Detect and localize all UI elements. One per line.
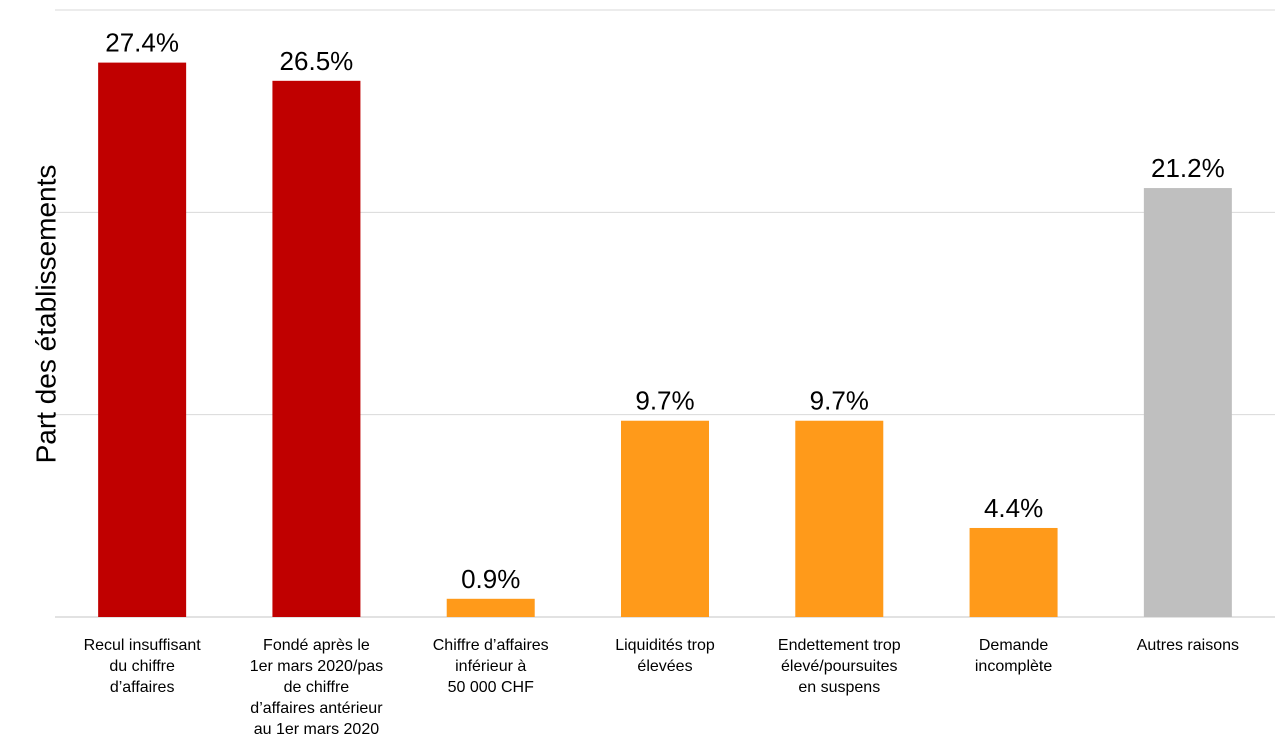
category-label-5: Endettement trop élevé/poursuites en suspe…: [778, 637, 901, 696]
category-label-4: Liquidités trop élevées: [615, 637, 715, 675]
bar-2: [272, 80, 361, 618]
category-label-line: Liquidités trop: [615, 637, 715, 654]
bar-3: [446, 598, 535, 617]
category-label-line: Recul insuffisant: [84, 637, 202, 654]
category-label-line: Endettement trop: [778, 637, 901, 654]
category-label-line: d’affaires antérieur: [250, 700, 383, 717]
category-label-line: 1er mars 2020/pas: [250, 658, 383, 675]
bar-5: [795, 420, 884, 617]
category-label-2: Fondé après le 1er mars 2020/pas de chiffr…: [250, 637, 383, 738]
category-label-line: 50 000 CHF: [448, 679, 534, 696]
category-label-3: Chiffre d’affaires inférieur à 50 000 CHF: [433, 637, 549, 696]
category-label-line: d’affaires: [110, 679, 175, 696]
category-label-line: de chiffre: [284, 679, 350, 696]
category-label-7: Autres raisons: [1137, 637, 1239, 654]
y-axis-label: Part des établissements: [30, 165, 61, 464]
value-label-7: 21.2%: [1151, 153, 1225, 183]
value-label-3: 0.9%: [461, 564, 520, 594]
category-label-line: inférieur à: [455, 658, 526, 675]
bar-1: [98, 62, 187, 617]
bar-4: [621, 420, 709, 617]
bars: [98, 62, 1232, 618]
bar-7: [1143, 188, 1232, 617]
value-label-2: 26.5%: [280, 46, 354, 76]
category-label-line: élevé/poursuites: [781, 658, 898, 675]
category-label-line: Chiffre d’affaires: [433, 637, 549, 654]
bar-6: [969, 527, 1058, 617]
value-label-4: 9.7%: [635, 386, 694, 416]
category-label-line: au 1er mars 2020: [254, 721, 380, 738]
category-label-line: Demande: [979, 637, 1048, 654]
value-label-6: 4.4%: [984, 493, 1043, 523]
category-label-line: en suspens: [798, 679, 880, 696]
category-labels: Recul insuffisant du chiffre d’affaires Fon…: [84, 637, 1239, 738]
value-label-1: 27.4%: [105, 28, 179, 58]
category-label-line: du chiffre: [109, 658, 175, 675]
category-label-6: Demande incomplète: [975, 637, 1052, 675]
category-label-line: élevées: [637, 658, 692, 675]
category-label-line: incomplète: [975, 658, 1052, 675]
value-labels: 27.4% 26.5% 0.9% 9.7% 9.7% 4.4% 21.2%: [105, 28, 1224, 594]
category-label-line: Fondé après le: [263, 637, 370, 654]
category-label-1: Recul insuffisant du chiffre d’affaires: [84, 637, 202, 696]
value-label-5: 9.7%: [810, 386, 869, 416]
category-label-line: Autres raisons: [1137, 637, 1239, 654]
